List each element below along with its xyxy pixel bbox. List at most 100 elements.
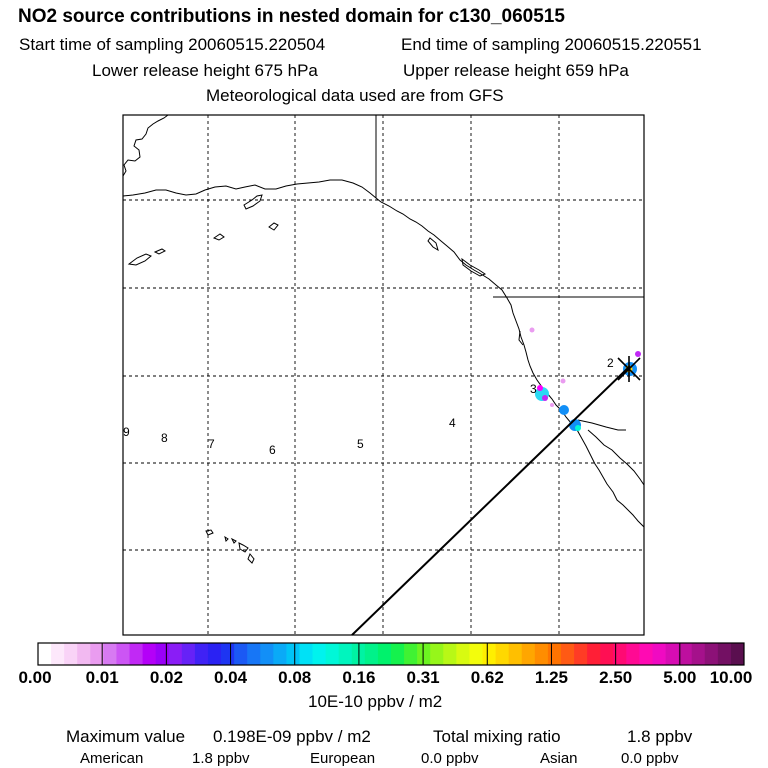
colorbar-frame	[37, 642, 745, 666]
plot-title: NO2 source contributions in nested domai…	[18, 6, 565, 27]
colorbar-swatch	[574, 643, 588, 665]
graticule	[123, 115, 644, 635]
colorbar-tick-label: 10.00	[709, 668, 753, 687]
plume-blob	[542, 395, 548, 401]
colorbar-swatch	[521, 643, 536, 665]
traj-label-2: 2	[607, 356, 614, 370]
colorbar-swatch	[626, 643, 640, 665]
colorbar-units: 10E-10 ppbv / m2	[308, 692, 443, 711]
colorbar-swatch	[325, 643, 340, 665]
colorbar-swatch	[587, 643, 601, 665]
european-label: European	[310, 750, 376, 767]
colorbar-swatch	[260, 643, 274, 665]
colorbar-tick-label: 2.50	[599, 668, 633, 687]
max-value: 0.198E-09 ppbv / m2	[213, 727, 371, 746]
sampling-end: End time of sampling 20060515.220551	[401, 35, 702, 54]
colorbar-swatch	[142, 643, 157, 665]
colorbar-tick-label: 0.62	[470, 668, 504, 687]
traj-label-6: 6	[269, 443, 276, 457]
colorbar-tick-label: 0.01	[85, 668, 119, 687]
traj-label-5: 5	[357, 437, 364, 451]
colorbar-swatch	[560, 643, 575, 665]
colorbar-swatch	[508, 643, 523, 665]
colorbar-swatch	[691, 643, 706, 665]
colorbar-tick-label: 5.00	[663, 668, 697, 687]
colorbar-swatch	[377, 643, 392, 665]
colorbar-swatch	[312, 643, 327, 665]
colorbar-swatch	[155, 643, 170, 665]
colorbar-swatch	[417, 643, 431, 665]
colorbar-swatch	[469, 643, 483, 665]
colorbar-swatch	[404, 643, 418, 665]
traj-label-8: 8	[161, 431, 168, 445]
colorbar-swatch	[717, 643, 732, 665]
colorbar-swatch	[456, 643, 470, 665]
colorbar-swatch	[299, 643, 313, 665]
colorbar-swatch	[234, 643, 248, 665]
upper-release-height: Upper release height 659 hPa	[403, 61, 629, 80]
plume-blob	[560, 378, 566, 384]
colorbar-swatch	[600, 643, 614, 665]
american-label: American	[80, 750, 144, 767]
trajectory-line	[351, 365, 631, 636]
colorbar-tick-label: 0.08	[278, 668, 312, 687]
traj-label-4: 4	[449, 416, 456, 430]
colorbar-swatch	[129, 643, 143, 665]
colorbar-swatch	[77, 643, 91, 665]
colorbar-swatch	[704, 643, 719, 665]
max-value-label: Maximum value	[66, 727, 186, 746]
traj-label-7: 7	[208, 437, 215, 451]
colorbar-swatch	[38, 643, 52, 665]
colorbar-swatch	[64, 643, 78, 665]
colorbar-swatch	[286, 643, 300, 665]
colorbar-swatch	[207, 643, 222, 665]
colorbar-swatch	[273, 643, 287, 665]
traj-label-9: 9	[123, 425, 130, 439]
colorbar-swatch	[430, 643, 444, 665]
colorbar-swatch	[391, 643, 405, 665]
total-mixing-value: 1.8 ppbv	[627, 727, 693, 746]
plume-blob	[635, 351, 641, 357]
sampling-start: Start time of sampling 20060515.220504	[19, 35, 326, 54]
total-mixing-label: Total mixing ratio	[433, 727, 561, 746]
colorbar-swatch	[181, 643, 196, 665]
release-marker	[617, 356, 641, 382]
colorbar-swatch	[443, 643, 457, 665]
colorbar-tick-label: 1.25	[534, 668, 568, 687]
colorbar-swatch	[678, 643, 693, 665]
colorbar-swatch	[364, 643, 379, 665]
colorbar-swatch	[495, 643, 510, 665]
colorbar-swatch	[90, 643, 104, 665]
colorbar-swatch	[730, 643, 745, 665]
colorbar-swatch	[613, 643, 627, 665]
colorbar-swatch	[652, 643, 666, 665]
colorbar-tick-label: 0.00	[18, 668, 52, 687]
colorbar-swatch	[194, 643, 209, 665]
colorbar-swatch	[665, 643, 680, 665]
colorbar	[37, 642, 745, 666]
asian-value: 0.0 ppbv	[621, 750, 679, 767]
colorbar-swatch	[51, 643, 65, 665]
colorbar-tick-label: 0.02	[149, 668, 183, 687]
colorbar-swatch	[482, 643, 496, 665]
plume-blob	[537, 385, 543, 391]
plume-blob	[559, 405, 569, 415]
asian-label: Asian	[540, 750, 578, 767]
colorbar-swatch	[534, 643, 549, 665]
colorbar-tick-label: 0.16	[342, 668, 376, 687]
american-value: 1.8 ppbv	[192, 750, 250, 767]
colorbar-swatch	[168, 643, 183, 665]
european-value: 0.0 ppbv	[421, 750, 479, 767]
plume-blob	[550, 403, 554, 407]
colorbar-tick-label: 0.04	[213, 668, 248, 687]
traj-label-3: 3	[530, 382, 537, 396]
colorbar-swatch	[116, 643, 130, 665]
plume-blob	[529, 327, 535, 333]
met-data-note: Meteorological data used are from GFS	[206, 86, 504, 105]
plume-blob	[575, 425, 581, 431]
colorbar-swatch	[547, 643, 562, 665]
colorbar-tick-label: 0.31	[406, 668, 440, 687]
colorbar-swatch	[103, 643, 117, 665]
colorbar-swatch	[639, 643, 653, 665]
